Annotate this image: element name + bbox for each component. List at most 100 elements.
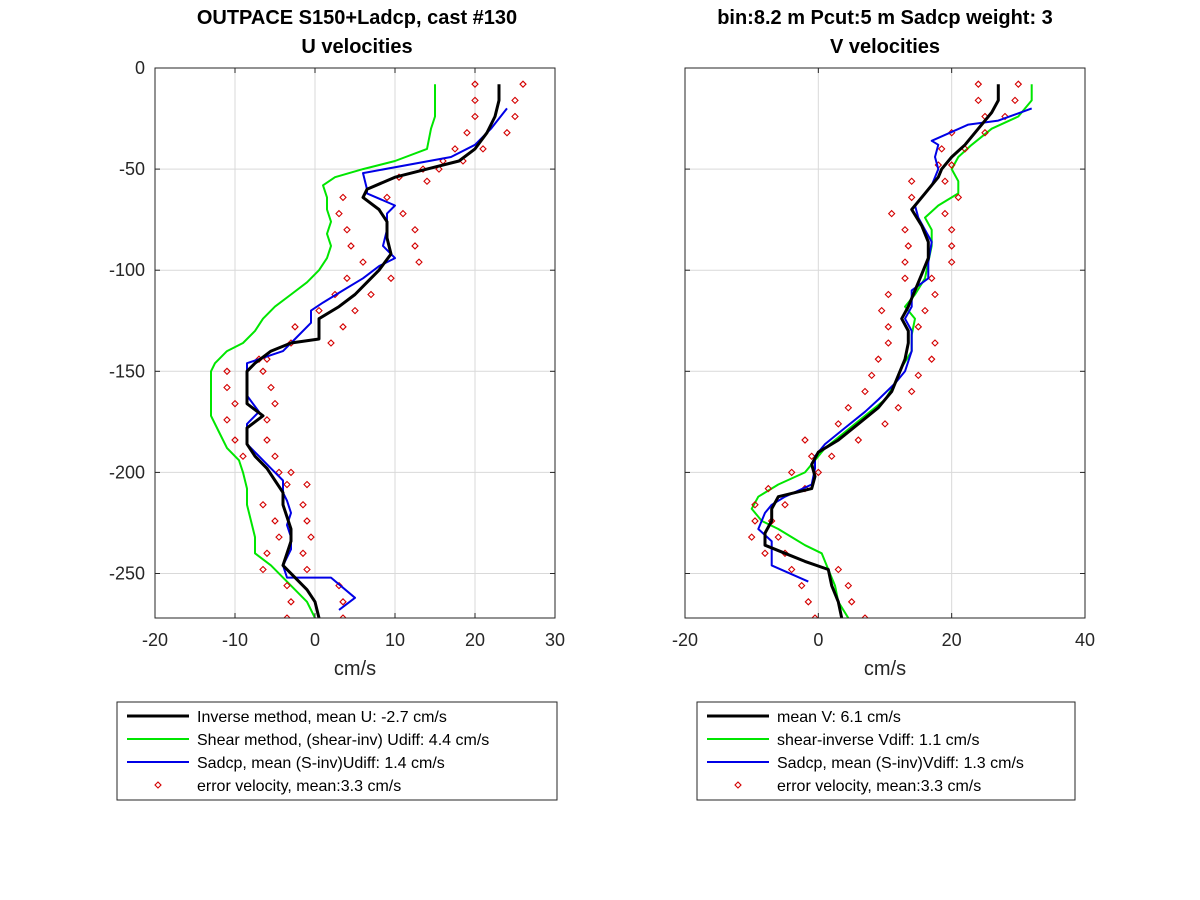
x-tick-label: 30	[545, 630, 565, 650]
tick-layer: -20 -10 0 10 20 300-50-100-150-200-250	[109, 58, 565, 650]
error-velocity-marker	[223, 383, 231, 392]
chart-title: bin:8.2 m Pcut:5 m Sadcp weight: 3	[717, 7, 1053, 29]
error-velocity-marker	[299, 549, 307, 558]
error-velocity-marker	[914, 371, 923, 380]
error-velocity-marker	[351, 306, 359, 315]
y-tick-label: -250	[109, 564, 145, 584]
error-velocity-marker	[339, 598, 347, 606]
error-velocity-marker	[263, 416, 271, 424]
y-tick-label: -50	[119, 159, 145, 179]
error-velocity-marker	[761, 549, 769, 558]
error-velocity-marker	[263, 549, 271, 558]
error-velocity-marker	[907, 193, 916, 202]
error-velocity-marker	[834, 565, 843, 574]
error-velocity-marker	[519, 80, 527, 88]
error-velocity-marker	[231, 436, 239, 444]
error-velocity-marker	[263, 436, 271, 444]
series-line-shear-inverse-vdiff	[750, 84, 1033, 618]
error-velocity-marker	[327, 339, 335, 347]
plot-area	[747, 80, 1033, 618]
v-velocity-panel: bin:8.2 m Pcut:5 m Sadcp weight: 3 V vel…	[672, 7, 1095, 801]
series-line-mean-v-6	[763, 84, 1000, 618]
error-velocity-marker	[271, 452, 279, 461]
chart-subtitle: V velocities	[830, 36, 940, 58]
legend-label: error velocity, mean:3.3 cm/s	[777, 778, 981, 795]
error-velocity-marker	[291, 323, 299, 331]
error-velocity-marker	[781, 500, 789, 509]
error-velocity-marker	[415, 258, 423, 266]
error-velocity-marker	[303, 565, 311, 574]
error-velocity-marker	[231, 399, 239, 408]
legend-box	[696, 701, 1076, 801]
error-velocity-marker	[807, 452, 816, 461]
error-velocity-marker	[411, 225, 419, 234]
error-velocity-marker	[283, 581, 291, 590]
x-tick-label: 0	[310, 630, 320, 650]
error-velocity-marker	[343, 274, 351, 283]
error-velocity-marker	[1001, 112, 1009, 121]
error-velocity-marker	[834, 420, 843, 428]
error-velocity-marker	[303, 517, 311, 525]
error-velocity-marker	[941, 209, 949, 218]
error-velocity-marker	[884, 323, 893, 331]
error-velocity-marker	[339, 614, 347, 618]
error-velocity-marker	[937, 145, 946, 153]
error-velocity-marker	[827, 452, 836, 461]
axes-box	[154, 67, 556, 619]
error-velocity-marker	[479, 145, 487, 153]
error-velocity-marker	[847, 598, 856, 606]
series-line-sadcp-mean-s	[757, 107, 1033, 583]
error-velocity-marker	[854, 436, 863, 444]
error-velocity-marker	[283, 614, 291, 618]
error-velocity-marker	[335, 209, 343, 218]
error-velocity-marker	[811, 614, 819, 618]
error-velocity-marker	[887, 209, 896, 218]
error-velocity-marker	[874, 355, 883, 363]
error-velocity-marker	[931, 290, 939, 299]
plot-area	[210, 80, 527, 618]
error-velocity-marker	[901, 225, 909, 234]
error-velocity-marker	[307, 533, 315, 541]
error-velocity-marker	[223, 367, 231, 376]
error-velocity-marker	[787, 468, 796, 477]
error-velocity-marker	[921, 306, 929, 315]
error-velocity-marker	[861, 614, 869, 618]
legend-marker-swatch	[154, 781, 162, 789]
x-axis-label: cm/s	[334, 658, 376, 680]
error-velocity-marker	[343, 225, 351, 234]
legend: mean V: 6.1 cm/s shear-inverse Vdiff: 1.1…	[696, 701, 1076, 801]
y-tick-label: -150	[109, 361, 145, 381]
y-tick-label: -200	[109, 462, 145, 482]
error-velocity-marker	[451, 145, 459, 153]
error-velocity-marker	[259, 367, 267, 376]
error-velocity-marker	[287, 468, 295, 477]
error-velocity-marker	[463, 128, 471, 137]
error-velocity-marker	[814, 468, 823, 477]
error-velocity-marker	[471, 96, 479, 105]
error-velocity-marker	[299, 500, 307, 509]
error-velocity-marker	[861, 387, 869, 396]
error-velocity-marker	[804, 598, 813, 606]
error-velocity-marker	[947, 242, 956, 250]
error-velocity-marker	[267, 383, 275, 392]
error-velocity-marker	[399, 209, 407, 218]
error-velocity-marker	[751, 500, 759, 509]
error-velocity-marker	[881, 420, 889, 428]
error-velocity-marker	[927, 274, 936, 283]
series-layer	[210, 80, 527, 618]
error-velocity-marker	[787, 565, 796, 574]
error-velocity-marker	[931, 339, 939, 347]
error-velocity-marker	[383, 193, 391, 202]
x-tick-label: 20	[942, 630, 962, 650]
legend-marker-swatch	[734, 781, 742, 789]
chart-title: OUTPACE S150+Ladcp, cast #130	[197, 7, 517, 29]
error-velocity-marker	[901, 274, 909, 283]
error-velocity-marker	[877, 306, 886, 315]
x-tick-label: -20	[672, 630, 698, 650]
error-velocity-marker	[287, 598, 295, 606]
error-velocity-marker	[239, 452, 247, 461]
error-velocity-marker	[901, 258, 909, 266]
x-tick-label: 0	[813, 630, 823, 650]
error-velocity-marker	[884, 339, 893, 347]
series-layer	[747, 80, 1033, 618]
